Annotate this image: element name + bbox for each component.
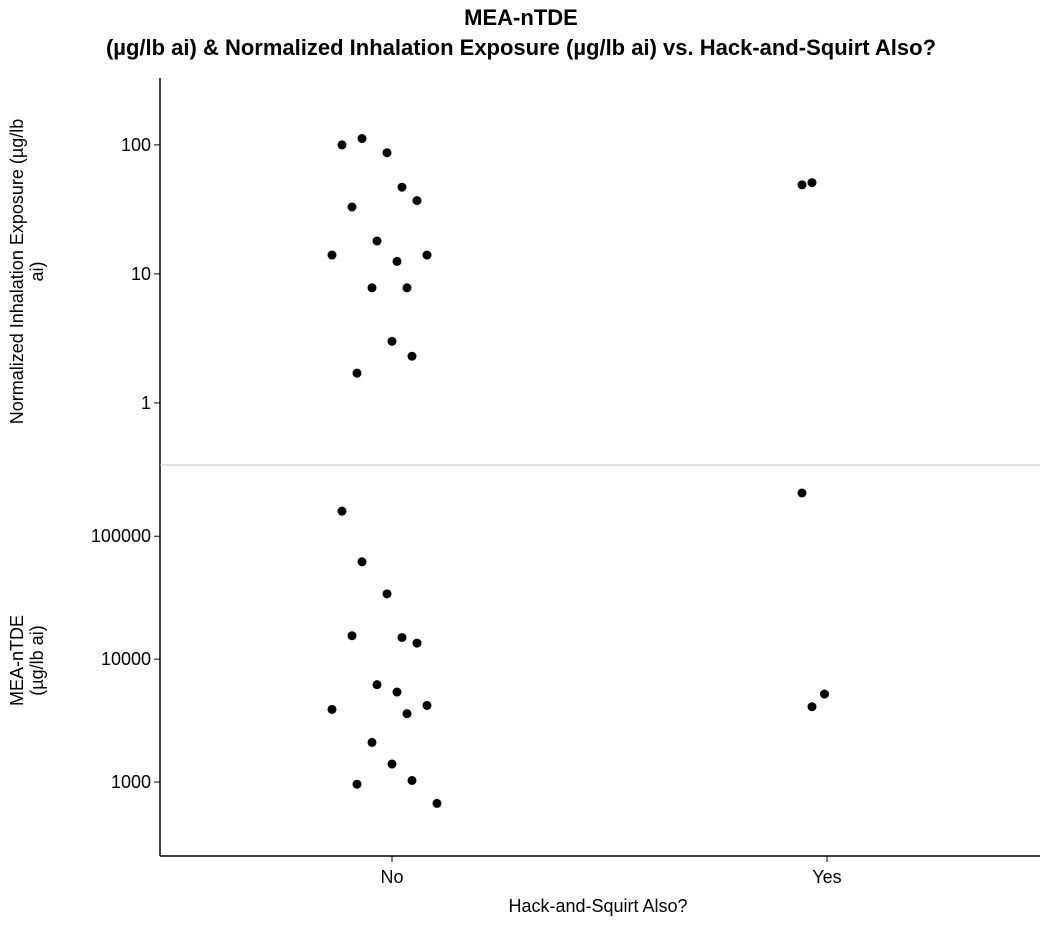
data-point — [367, 283, 377, 293]
y-axis-title-line: (µg/lb ai) — [27, 625, 47, 695]
chart-title-line2: (µg/lb ai) & Normalized Inhalation Expos… — [106, 35, 936, 60]
y-axis-ticks: 1 10 100 1000 10000 100000 — [91, 135, 828, 862]
data-point — [352, 779, 362, 789]
data-point — [347, 631, 357, 641]
data-point — [387, 336, 397, 346]
data-point — [327, 704, 337, 714]
y-tick-label: 10 — [131, 264, 151, 284]
y-tick-label: 100000 — [91, 526, 151, 546]
data-point — [327, 250, 337, 260]
data-point — [337, 506, 347, 516]
data-point — [387, 759, 397, 769]
y-tick-label: 10000 — [101, 649, 151, 669]
data-point — [392, 687, 402, 697]
data-point — [337, 140, 347, 150]
data-point — [347, 202, 357, 212]
data-point — [407, 351, 417, 361]
data-point — [357, 557, 367, 567]
data-point — [797, 180, 807, 190]
y-tick-label: 100 — [121, 135, 151, 155]
data-point — [402, 709, 412, 719]
data-point — [807, 178, 817, 188]
data-point — [402, 283, 412, 293]
data-point — [397, 632, 407, 642]
data-point — [392, 256, 402, 266]
data-point — [357, 134, 367, 144]
data-point — [807, 702, 817, 712]
data-point — [820, 689, 829, 699]
data-point — [397, 182, 407, 192]
data-point — [382, 148, 392, 158]
data-point — [367, 737, 377, 747]
x-axis-title: Hack-and-Squirt Also? — [508, 896, 687, 916]
data-point — [422, 700, 432, 710]
y-tick-label: 1000 — [111, 772, 151, 792]
data-point — [412, 196, 422, 206]
data-points — [327, 134, 829, 808]
y-axis-title-line: ai) — [27, 261, 47, 281]
y-axis-titles: Normalized Inhalation Exposure (µg/lb ai)… — [7, 119, 47, 706]
x-tick-label-no: No — [380, 867, 403, 887]
data-point — [422, 250, 432, 260]
data-point — [797, 488, 807, 498]
data-point — [407, 775, 417, 785]
data-point — [372, 236, 382, 246]
data-point — [352, 368, 362, 378]
y-axis-title-line: MEA-nTDE — [7, 615, 27, 706]
y-tick-label: 1 — [141, 393, 151, 413]
data-point — [412, 638, 422, 648]
data-point — [382, 589, 392, 599]
data-point — [372, 680, 382, 690]
plot-frame — [159, 78, 1040, 857]
data-point — [432, 798, 442, 808]
chart-title-line1: MEA-nTDE — [464, 5, 578, 30]
y-axis-title-line: Normalized Inhalation Exposure (µg/lb — [7, 119, 27, 425]
x-tick-label-yes: Yes — [812, 867, 841, 887]
